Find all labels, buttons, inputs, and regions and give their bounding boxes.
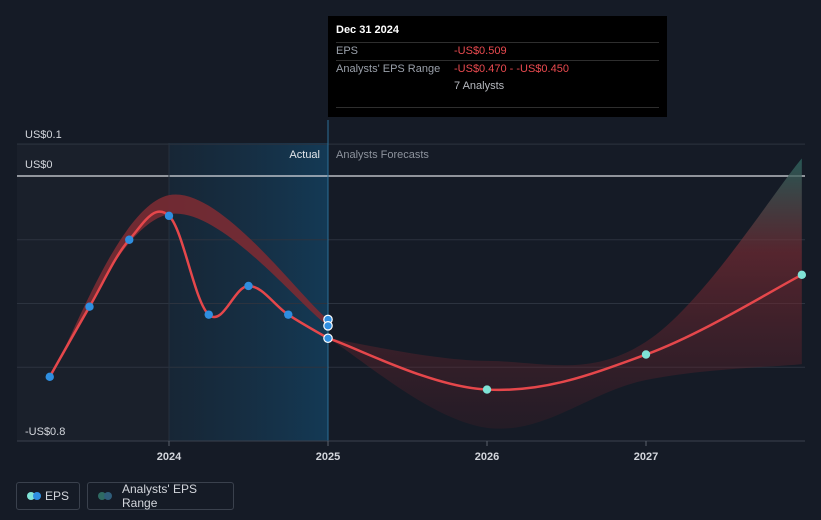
eps-actual-point: [164, 211, 174, 221]
actual-section-label: Actual: [289, 149, 320, 161]
tooltip-analysts-row: 7 Analysts: [336, 78, 659, 95]
tooltip-range-row: Analysts' EPS Range -US$0.470 - -US$0.45…: [336, 60, 659, 78]
legend-eps-range[interactable]: Analysts' EPS Range: [87, 482, 234, 510]
eps-actual-point: [45, 372, 54, 382]
eps-lines: [48, 210, 803, 392]
y-tick-label: US$0.1: [25, 129, 62, 141]
legend-range-label: Analysts' EPS Range: [122, 482, 197, 510]
x-tick-label: 2027: [634, 451, 658, 463]
eps-actual-point: [244, 281, 253, 291]
eps-range-legend-icon: [98, 491, 114, 501]
y-tick-label: US$0: [25, 159, 53, 171]
eps-range-bands: [49, 158, 802, 429]
eps-legend-icon: [27, 491, 41, 501]
eps-range-marker: [323, 321, 333, 331]
eps-actual-point: [125, 235, 134, 244]
tooltip-eps-label: EPS: [336, 45, 359, 57]
x-tick-label: 2026: [475, 451, 499, 463]
eps-forecast-point: [641, 350, 651, 359]
y-tick-label: -US$0.8: [25, 426, 65, 438]
legend-eps[interactable]: EPS: [16, 482, 80, 510]
eps-actual-point: [204, 310, 213, 319]
eps-actual-point: [284, 310, 293, 319]
tooltip-range-value: -US$0.470 - -US$0.450: [454, 63, 569, 75]
tooltip-divider: [336, 107, 659, 108]
tooltip-date: Dec 31 2024: [336, 24, 399, 36]
tooltip: Dec 31 2024 EPS -US$0.509 Analysts' EPS …: [328, 16, 667, 117]
eps-line-actual: [48, 210, 329, 378]
x-tick-label: 2024: [157, 451, 182, 463]
x-tick-label: 2025: [316, 451, 340, 463]
legend-eps-label: EPS: [44, 489, 69, 503]
tooltip-range-label: Analysts' EPS Range: [336, 63, 441, 75]
eps-points: [45, 211, 807, 394]
tooltip-eps-row: EPS -US$0.509: [336, 42, 659, 60]
eps-actual-point: [323, 333, 333, 344]
tooltip-analysts-count: 7 Analysts: [454, 80, 505, 92]
forecast-range-band: [328, 158, 802, 429]
highlight-band: [169, 143, 328, 441]
eps-line-forecast: [327, 273, 803, 392]
eps-actual-point: [85, 302, 94, 311]
eps-forecast-point: [482, 385, 492, 394]
tooltip-eps-value: -US$0.509: [454, 45, 507, 57]
eps-forecast-point: [797, 270, 807, 280]
axes: 2024 2025 2026 2027 US$0.1 US$0 -US$0.8: [17, 129, 805, 463]
forecast-section-label: Analysts Forecasts: [336, 149, 429, 161]
